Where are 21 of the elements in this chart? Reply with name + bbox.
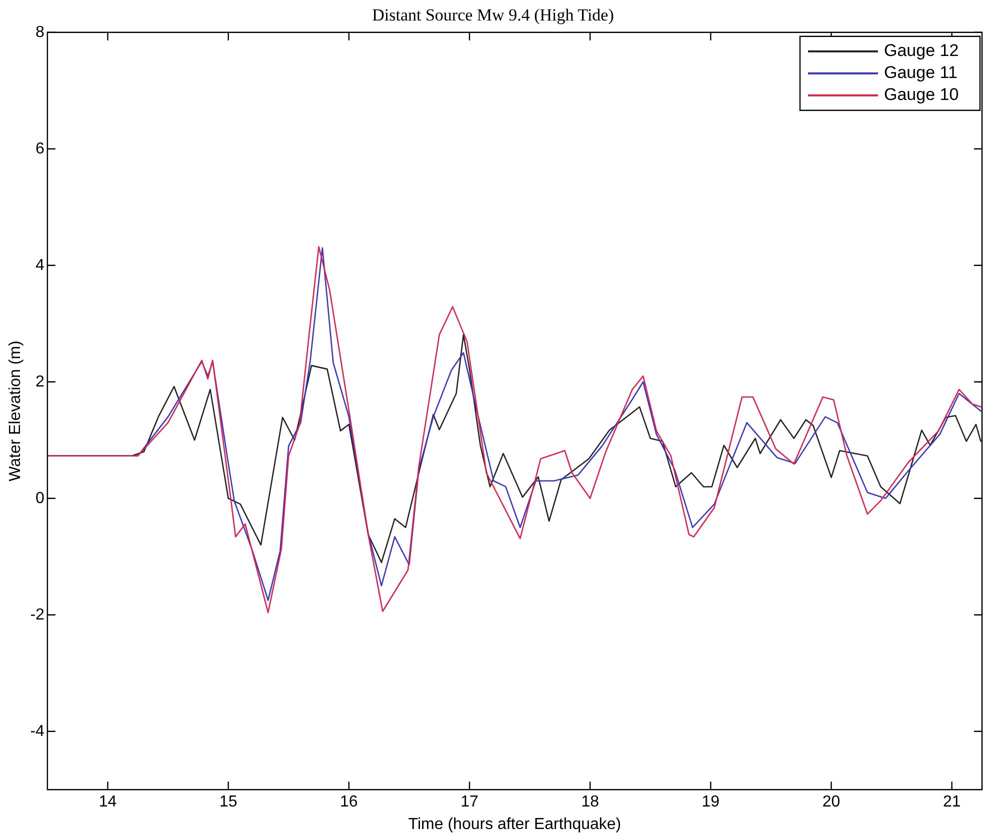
y-tick-label: -4 xyxy=(30,722,45,740)
y-tick-label: 8 xyxy=(36,24,45,41)
x-axis-title: Time (hours after Earthquake) xyxy=(408,816,622,833)
y-tick-label: -2 xyxy=(30,606,45,624)
x-tick-label: 17 xyxy=(460,794,478,811)
x-tick-label: 19 xyxy=(702,794,720,811)
legend-label: Gauge 11 xyxy=(884,63,958,82)
x-tick-label: 16 xyxy=(340,794,358,811)
legend-label: Gauge 10 xyxy=(884,85,959,104)
x-tick-label: 18 xyxy=(581,794,600,811)
x-tick-label: 15 xyxy=(219,794,238,811)
y-axis-title: Water Elevation (m) xyxy=(7,340,24,482)
y-tick-label: 4 xyxy=(36,256,45,274)
y-tick-label: 0 xyxy=(36,490,45,507)
x-tick-label: 21 xyxy=(942,794,961,811)
x-tick-label: 14 xyxy=(98,794,117,811)
chart-title: Distant Source Mw 9.4 (High Tide) xyxy=(372,6,614,25)
y-tick-label: 2 xyxy=(36,373,45,390)
x-tick-label: 20 xyxy=(822,794,840,811)
y-tick-label: 6 xyxy=(36,140,45,158)
legend-label: Gauge 12 xyxy=(884,41,959,60)
